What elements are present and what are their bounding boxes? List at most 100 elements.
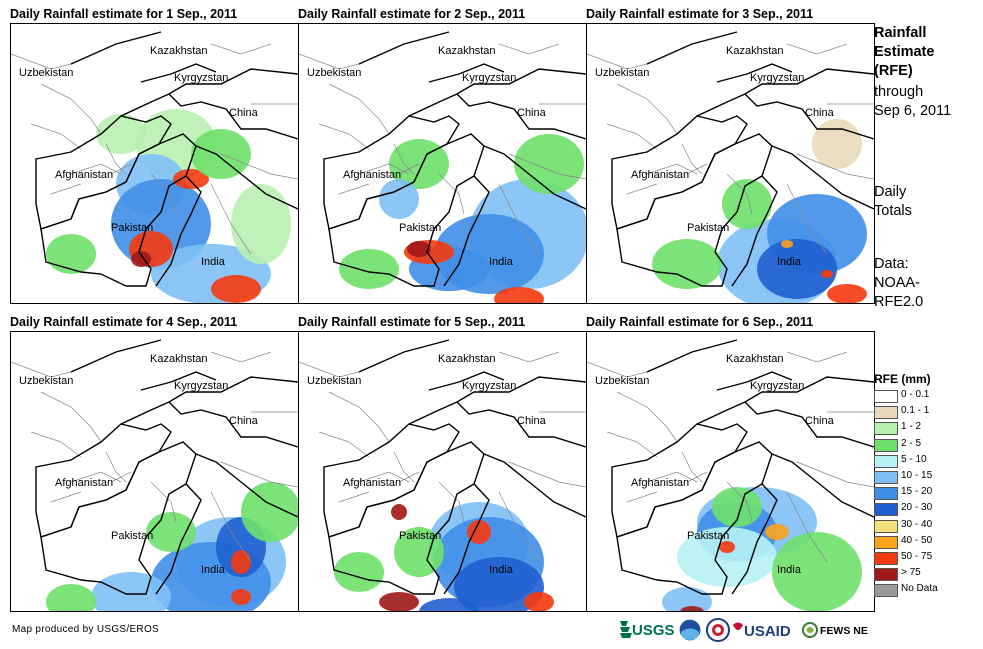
province-boundary [686,163,708,175]
country-label-kazakhstan: Kazakhstan [438,45,496,57]
legend-label: 15 - 20 [901,486,933,498]
country-boundary [155,483,202,595]
rainfall-area [379,179,419,219]
rainfall-area [241,482,298,542]
country-boundary [358,31,450,65]
totals-line: Totals [874,203,912,219]
legend-swatch [874,503,898,517]
country-label-china: China [229,415,258,427]
rainfall-area [677,527,777,587]
panel-title: Daily Rainfall estimate for 4 Sep., 2011 [10,315,238,329]
province-boundary [796,461,874,488]
province-boundary [681,143,703,175]
panel-title: Daily Rainfall estimate for 1 Sep., 2011 [10,7,238,21]
legend-label: 40 - 50 [901,534,933,546]
country-label-kazakhstan: Kazakhstan [726,353,784,365]
rainfall-area [339,249,399,289]
province-boundary [110,163,132,175]
country-label-afghanistan: Afghanistan [343,477,402,489]
province-boundary [508,153,586,180]
rainfall-area [712,487,762,527]
country-label-china: China [517,107,546,119]
legend-swatch [874,390,898,403]
rainfall-area [812,119,862,169]
legend-swatch [874,568,898,582]
logo-strip: USGS USAID FEWS NET [618,617,875,643]
province-boundary [398,471,420,483]
province-boundary [786,183,828,255]
legend-swatch [874,422,898,436]
country-label-india: India [777,256,801,268]
country-boundary [696,68,874,117]
rainfall-area [765,524,789,540]
rainfall-area [231,184,291,264]
country-label-india: India [489,564,513,576]
rainfall-area [719,541,735,553]
country-boundary [456,93,586,140]
legend-swatch [874,406,898,420]
province-boundary [681,451,703,483]
province-boundary [498,351,560,363]
rainfall-area [46,234,96,274]
data-source-note: Data: NOAA- RFE2.0 [874,255,923,312]
province-boundary [30,123,82,150]
province-boundary [328,83,390,135]
legend-label: 50 - 75 [901,551,933,562]
map-panel: Daily Rainfall estimate for 3 Sep., 2011… [586,7,876,317]
legend-swatch [874,519,898,533]
country-label-uzbekistan: Uzbekistan [19,67,74,79]
country-boundary [358,339,450,373]
rainfall-map: Kazakhstan Uzbekistan Kyrgyzstan China Afgha… [298,331,587,612]
rainfall-area [467,520,491,544]
country-label-kyrgyzstan: Kyrgyzstan [174,380,229,392]
rainfall-map: Kazakhstan Uzbekistan Kyrgyzstan China Afgha… [10,331,299,612]
rainfall-area [231,550,251,574]
province-boundary [210,183,252,255]
country-label-india: India [777,564,801,576]
dhs-seal-icon [706,617,730,643]
legend-swatch [874,487,898,501]
rainfall-area [757,239,837,299]
rainfall-area [652,239,722,289]
map-panel: Daily Rainfall estimate for 1 Sep., 2011… [10,7,300,317]
map-panel: Daily Rainfall estimate for 4 Sep., 2011… [10,315,300,625]
rainfall-area [211,275,261,303]
country-label-china: China [517,415,546,427]
fews-net-logo: FEWS NET [802,617,875,643]
country-label-kazakhstan: Kazakhstan [150,353,208,365]
country-boundary [716,371,793,391]
country-boundary [408,68,586,117]
country-boundary [646,31,738,65]
rainfall-area [407,241,431,257]
country-label-afghanistan: Afghanistan [343,169,402,181]
daily-totals-note: Daily Totals [874,183,912,221]
usaid-wordmark: USAID [744,623,791,640]
country-label-kyrgyzstan: Kyrgyzstan [174,72,229,84]
country-label-china: China [805,107,834,119]
country-boundary [120,68,298,117]
province-boundary [587,361,648,378]
country-label-kyrgyzstan: Kyrgyzstan [462,72,517,84]
country-boundary [428,371,505,391]
country-label-uzbekistan: Uzbekistan [595,375,650,387]
legend-label: No Data [901,583,938,595]
legend-label: 10 - 15 [901,470,933,481]
rainfall-map: Kazakhstan Uzbekistan Kyrgyzstan China Afgha… [298,23,587,304]
legend-label: 20 - 30 [901,502,933,514]
country-boundary [771,145,874,210]
country-boundary [328,133,485,287]
province-boundary [726,173,753,215]
province-boundary [318,431,370,458]
province-boundary [328,391,390,443]
country-boundary [616,441,773,595]
country-boundary [40,133,197,287]
legend-main-title: Rainfall Estimate (RFE) [874,24,934,81]
through-date: through Sep 6, 2011 [874,83,951,121]
province-boundary [498,183,540,255]
province-boundary [786,43,848,55]
province-boundary [796,153,874,180]
legend-label: 1 - 2 [901,421,922,433]
province-boundary [11,361,72,378]
province-boundary [616,83,678,135]
legend-label: 2 - 5 [901,437,922,449]
